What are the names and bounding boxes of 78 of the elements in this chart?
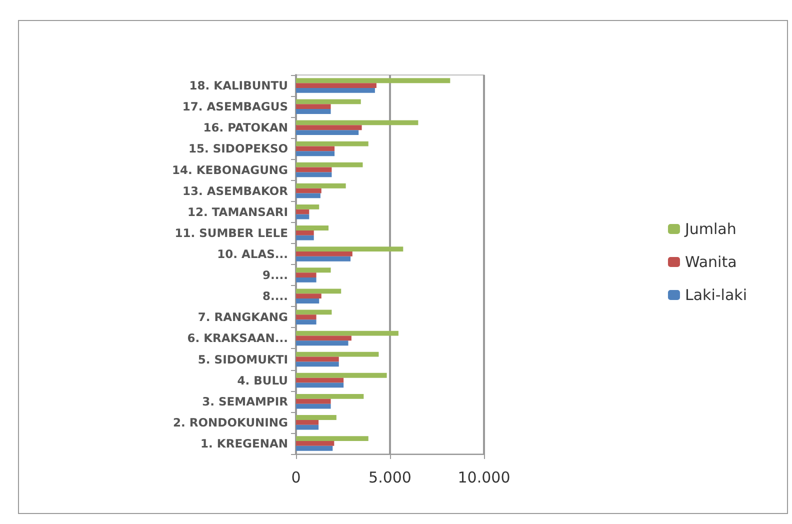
bar [296,314,316,320]
bar [296,209,310,214]
bar [296,78,450,84]
bar [296,446,333,451]
bar [296,336,352,341]
y-tick-label: 16. PATOKAN [203,120,288,135]
bar [296,99,361,104]
bar [296,120,418,126]
y-tick-label: 6. KRAKSAAN... [187,331,288,346]
bar [296,204,320,210]
bar [296,167,332,172]
y-tick-label: 15. SIDOPEKSO [188,142,288,156]
bar [296,193,320,198]
y-tick-label: 8.... [262,289,288,304]
bar [296,268,331,273]
y-tick-label: 9.... [262,268,288,282]
bar [296,310,332,315]
bar [296,420,319,425]
x-tick-label: 0 [291,468,301,486]
bar [296,125,362,130]
bar [296,378,344,383]
y-tick-label: 13. ASEMBAKOR [182,184,288,198]
bar [296,256,351,262]
bar [296,394,364,399]
bar [296,372,387,378]
bar [296,298,320,304]
bar [296,104,331,110]
bar [296,294,322,299]
legend-label: Jumlah [684,220,736,238]
bar [296,230,314,236]
bar [296,83,376,88]
bar [296,362,339,367]
bar [296,356,339,362]
y-tick-label: 7. RANGKANG [198,310,288,324]
bar [296,382,344,388]
legend-label: Laki-laki [684,286,747,304]
y-tick-label: 11. SUMBER LELE [174,226,288,240]
y-tick-label: 12. TAMANSARI [187,204,288,219]
bar [296,424,319,430]
bar [296,352,379,357]
bar [296,441,334,446]
y-tick-label: 4. BULU [237,373,288,388]
bar [296,272,316,278]
bar [296,252,352,256]
y-tick-label: 18. KALIBUNTU [189,78,288,93]
y-tick-label: 2. RONDOKUNING [173,415,288,430]
y-tick-label: 17. ASEMBAGUS [182,100,288,114]
bar [296,288,342,294]
bar [296,109,331,114]
y-tick-label: 10. ALAS... [217,246,288,261]
bar [296,436,368,442]
bar [296,235,314,240]
y-tick-label: 1. KREGENAN [200,436,288,450]
bar [296,340,348,346]
x-tick-label: 10.000 [458,468,510,486]
y-tick-label: 5. SIDOMUKTI [198,352,288,366]
bar [296,188,322,194]
bar [296,398,331,404]
bar [296,214,310,220]
bar [296,151,335,156]
bar [296,183,346,188]
x-tick-label: 5.000 [368,468,412,486]
bar [296,141,368,146]
y-tick-label: 3. SEMAMPIR [202,394,288,408]
bar [296,320,316,325]
bar [296,88,375,93]
bar [296,146,335,152]
bar [296,277,316,282]
legend-label: Wanita [684,253,737,271]
bar [296,330,398,336]
bar [296,130,359,136]
bar [296,226,329,230]
bar [296,162,363,168]
bar [296,172,332,178]
bar [296,404,331,409]
bar [296,415,336,420]
y-tick-label: 14. KEBONAGUNG [172,162,288,177]
bar [296,246,404,252]
